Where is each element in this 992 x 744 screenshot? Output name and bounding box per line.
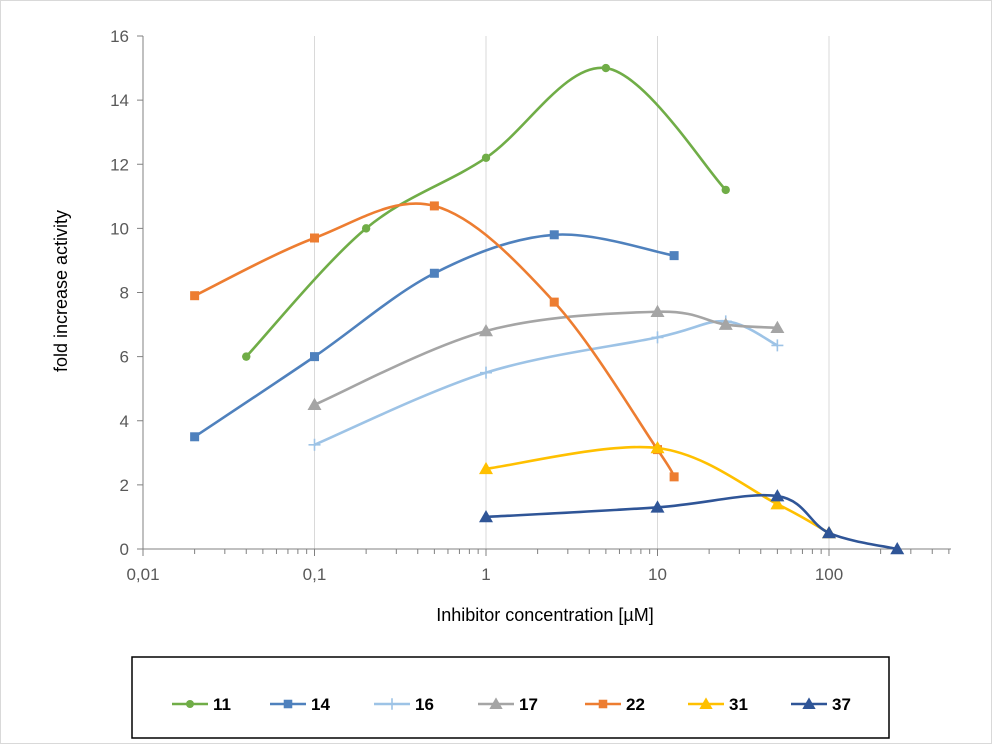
- legend-marker: [802, 697, 816, 709]
- legend-label: 22: [626, 695, 645, 714]
- data-point-22: [669, 472, 679, 482]
- data-point-11: [242, 352, 251, 361]
- legend-label: 14: [311, 695, 330, 714]
- series-line-37: [485, 493, 898, 551]
- legend-marker: [283, 699, 293, 709]
- series-14: [190, 230, 679, 442]
- series-line-14: [193, 233, 675, 438]
- data-point-31: [650, 441, 665, 454]
- data-point-14: [669, 251, 679, 261]
- data-point-11: [481, 153, 491, 163]
- legend-label: 16: [415, 695, 434, 714]
- legend-item-14: 14: [270, 695, 330, 714]
- data-point-16: [651, 331, 664, 344]
- data-point-17: [479, 323, 493, 337]
- data-point-11: [601, 63, 611, 73]
- x-tick-label: 1: [481, 565, 490, 584]
- data-point-14: [310, 352, 319, 362]
- series-line-31: [485, 445, 830, 535]
- data-point-17: [718, 317, 733, 330]
- y-tick-label: 10: [110, 219, 129, 238]
- data-point-37: [890, 542, 905, 555]
- data-point-14: [190, 432, 200, 442]
- legend-label: 37: [832, 695, 851, 714]
- legend-marker: [699, 697, 713, 709]
- legend-box: [131, 656, 890, 739]
- legend-marker: [598, 699, 608, 709]
- axes: [137, 35, 951, 556]
- y-axis-title: fold increase activity: [51, 210, 71, 372]
- y-tick-label: 2: [120, 476, 129, 495]
- data-point-16: [480, 366, 492, 379]
- data-point-22: [429, 201, 439, 211]
- legend-marker: [186, 700, 194, 708]
- data-point-22: [190, 291, 200, 301]
- legend-item-31: 31: [688, 695, 748, 714]
- x-axis-title: Inhibitor concentration [µM]: [436, 605, 653, 625]
- y-tick-label: 16: [110, 27, 129, 46]
- legend-item-22: 22: [585, 695, 645, 714]
- data-point-22: [310, 233, 319, 243]
- data-point-16: [308, 438, 321, 451]
- legend-marker: [386, 698, 398, 710]
- data-point-16: [771, 339, 784, 352]
- series-31: [479, 441, 836, 539]
- data-point-11: [721, 185, 730, 195]
- legend-item-16: 16: [374, 695, 434, 714]
- grid-lines: [314, 36, 830, 549]
- legend: 11 14 16 17 22 31 37: [172, 695, 851, 714]
- data-point-31: [479, 461, 493, 475]
- series-16: [308, 315, 784, 451]
- y-tick-label: 6: [120, 348, 129, 367]
- series-17: [307, 304, 785, 410]
- y-tick-label: 4: [120, 412, 129, 431]
- x-tick-label: 0,1: [303, 565, 327, 584]
- series-37: [479, 489, 905, 555]
- data-point-11: [361, 224, 371, 233]
- data-point-14: [429, 268, 439, 278]
- series-line-16: [313, 319, 778, 446]
- y-tick-label: 14: [110, 91, 129, 110]
- legend-item-11: 11: [172, 695, 231, 714]
- series-line-22: [194, 202, 676, 478]
- y-tick-label: 0: [120, 540, 129, 559]
- legend-label: 17: [519, 695, 538, 714]
- data-point-37: [822, 525, 836, 539]
- legend-item-17: 17: [478, 695, 538, 714]
- y-tick-labels: 0 2 4 6 8 10 12 14 16: [110, 27, 129, 559]
- legend-marker: [489, 697, 503, 709]
- x-tick-label: 10: [648, 565, 667, 584]
- data-point-37: [650, 500, 665, 513]
- data-point-37: [770, 489, 785, 502]
- series-22: [190, 201, 679, 482]
- data-point-17: [770, 320, 785, 334]
- data-point-22: [549, 297, 559, 307]
- data-point-17: [650, 304, 665, 317]
- data-point-37: [479, 509, 493, 523]
- series-11: [242, 63, 730, 361]
- y-tick-label: 8: [120, 284, 129, 303]
- series-layer: [190, 63, 905, 555]
- x-tick-label: 0,01: [126, 565, 159, 584]
- x-tick-labels: 0,01 0,1 1 10 100: [126, 565, 843, 584]
- legend-label: 11: [213, 695, 231, 714]
- data-point-17: [307, 397, 322, 410]
- y-tick-label: 12: [110, 155, 129, 174]
- data-point-14: [549, 230, 559, 240]
- data-point-31: [770, 497, 785, 510]
- legend-label: 31: [729, 695, 748, 714]
- x-tick-label: 100: [815, 565, 843, 584]
- legend-item-37: 37: [791, 695, 851, 714]
